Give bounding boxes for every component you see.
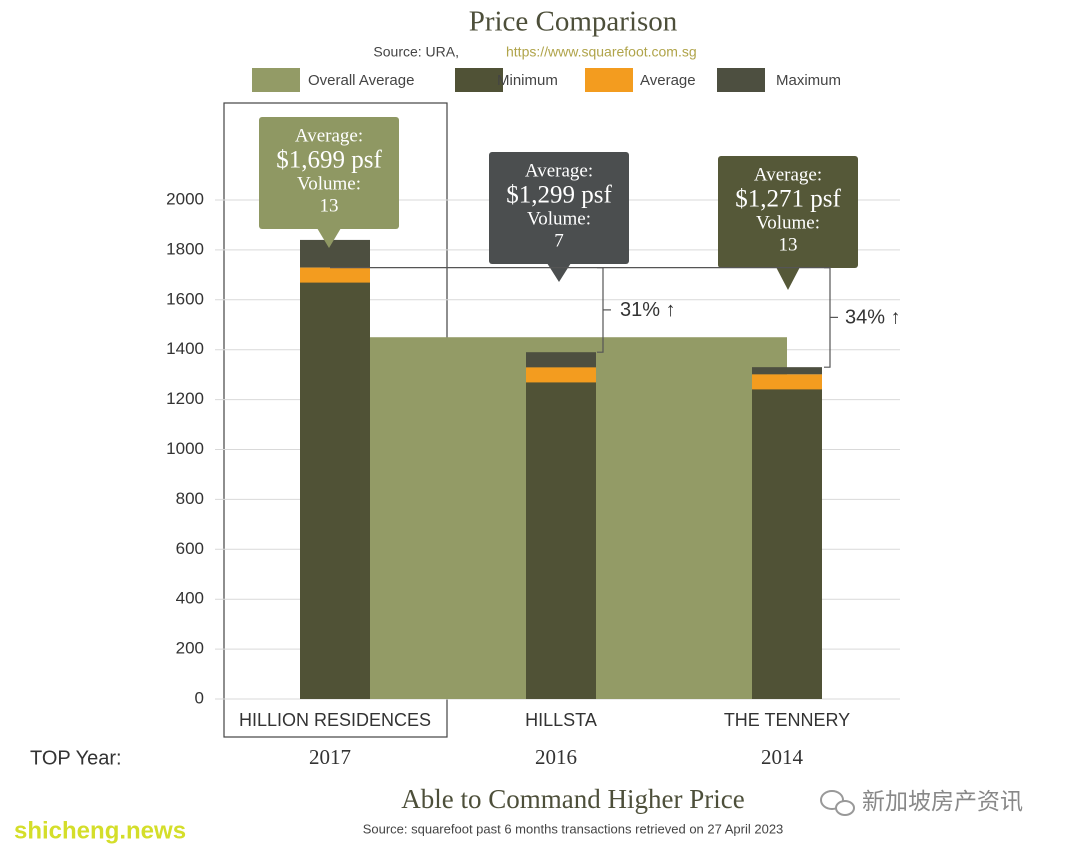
callout-box bbox=[259, 117, 399, 229]
top-year: 2014 bbox=[761, 745, 804, 769]
callout-average-label: Average: bbox=[295, 125, 363, 146]
y-tick-label: 1600 bbox=[166, 289, 204, 308]
callout-volume-value: 13 bbox=[320, 195, 339, 216]
callout-pointer bbox=[776, 267, 800, 290]
bar-average bbox=[300, 267, 370, 283]
y-tick-label: 1000 bbox=[166, 439, 204, 458]
y-tick-label: 600 bbox=[176, 539, 204, 558]
legend-label: Maximum bbox=[776, 72, 841, 89]
x-tick-label: HILLSTA bbox=[525, 710, 597, 730]
legend-label: Minimum bbox=[497, 72, 558, 89]
callout-pointer bbox=[317, 228, 341, 248]
bar-average bbox=[752, 374, 822, 390]
legend-swatch bbox=[252, 68, 300, 92]
callout-box bbox=[489, 152, 629, 264]
comparison-bracket bbox=[824, 266, 831, 368]
y-tick-label: 1800 bbox=[166, 239, 204, 258]
legend-label: Overall Average bbox=[308, 72, 414, 89]
bar-maximum bbox=[752, 367, 822, 375]
y-tick-label: 400 bbox=[176, 589, 204, 608]
watermark-left: shicheng.news bbox=[14, 817, 186, 844]
callout-average-value: $1,271 psf bbox=[735, 186, 841, 213]
legend-swatch bbox=[585, 68, 633, 92]
callout-volume-label: Volume: bbox=[297, 173, 361, 194]
bar-minimum bbox=[300, 282, 370, 699]
legend-swatch bbox=[455, 68, 503, 92]
bar-minimum bbox=[526, 382, 596, 699]
callout-box bbox=[718, 156, 858, 268]
footer-title: Able to Command Higher Price bbox=[401, 784, 744, 814]
callout-volume-value: 7 bbox=[554, 230, 564, 251]
footer-source: Source: squarefoot past 6 months transac… bbox=[363, 821, 784, 836]
bar-maximum bbox=[526, 352, 596, 368]
top-year: 2016 bbox=[535, 745, 577, 769]
callout-average-label: Average: bbox=[754, 164, 822, 185]
y-tick-label: 0 bbox=[195, 688, 204, 707]
y-tick-label: 1200 bbox=[166, 389, 204, 408]
y-tick-label: 200 bbox=[176, 639, 204, 658]
watermark-right: 新加坡房产资讯 bbox=[862, 788, 1023, 814]
top-year-label: TOP Year: bbox=[30, 747, 122, 769]
bar-maximum bbox=[300, 239, 370, 268]
y-tick-label: 2000 bbox=[166, 189, 204, 208]
callout-volume-label: Volume: bbox=[527, 208, 591, 229]
x-tick-label: HILLION RESIDENCES bbox=[239, 710, 431, 730]
chart-title: Price Comparison bbox=[469, 6, 678, 38]
bar-minimum bbox=[752, 388, 822, 699]
legend-label: Average bbox=[640, 72, 696, 89]
callout-pointer bbox=[547, 263, 571, 282]
source-url: https://www.squarefoot.com.sg bbox=[506, 44, 697, 60]
bar-average bbox=[526, 367, 596, 383]
x-tick-label: THE TENNERY bbox=[724, 710, 850, 730]
callout-average-value: $1,699 psf bbox=[276, 147, 382, 174]
y-tick-label: 800 bbox=[176, 489, 204, 508]
wechat-icon bbox=[820, 790, 855, 816]
callout-volume-value: 13 bbox=[779, 234, 798, 255]
comparison-label: 31% ↑ bbox=[620, 299, 676, 321]
callout-average-label: Average: bbox=[525, 160, 593, 181]
legend-swatch bbox=[717, 68, 765, 92]
source-prefix: Source: URA, bbox=[373, 44, 459, 60]
callout-average-value: $1,299 psf bbox=[506, 182, 612, 209]
callout-volume-label: Volume: bbox=[756, 212, 820, 233]
comparison-label: 34% ↑ bbox=[845, 307, 901, 329]
y-tick-label: 1400 bbox=[166, 339, 204, 358]
top-year: 2017 bbox=[309, 745, 351, 769]
